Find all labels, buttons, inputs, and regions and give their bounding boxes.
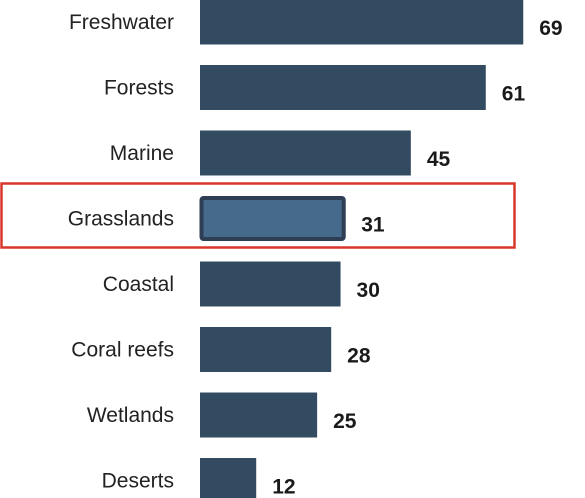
category-label-wetlands: Wetlands — [87, 404, 174, 427]
category-label-forests: Forests — [104, 77, 174, 100]
value-label-deserts: 12 — [272, 476, 295, 498]
bar-freshwater — [200, 0, 524, 45]
value-label-freshwater: 69 — [539, 17, 562, 40]
category-label-coastal: Coastal — [103, 273, 174, 296]
value-label-marine: 45 — [427, 148, 451, 171]
value-label-grasslands: 31 — [361, 214, 385, 237]
bar-coastal — [200, 261, 341, 307]
value-label-wetlands: 25 — [333, 410, 357, 433]
highlight-box — [0, 182, 516, 249]
category-label-freshwater: Freshwater — [69, 11, 174, 34]
category-label-coral-reefs: Coral reefs — [71, 339, 174, 362]
bar-wetlands — [200, 392, 318, 438]
bar-coral-reefs — [200, 327, 332, 372]
bar-marine — [200, 130, 411, 176]
value-label-coastal: 30 — [357, 279, 380, 302]
category-label-marine: Marine — [110, 142, 174, 165]
bar-grasslands — [199, 196, 346, 241]
category-label-grasslands: Grasslands — [68, 208, 174, 231]
value-label-coral-reefs: 28 — [347, 345, 371, 368]
category-label-deserts: Deserts — [102, 470, 174, 493]
bar-deserts — [200, 458, 257, 498]
bar-forests — [200, 65, 486, 110]
value-label-forests: 61 — [502, 83, 526, 106]
